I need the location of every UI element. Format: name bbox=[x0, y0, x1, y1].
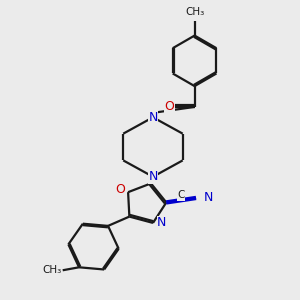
Text: CH₃: CH₃ bbox=[185, 7, 204, 17]
Text: O: O bbox=[116, 183, 126, 196]
Text: N: N bbox=[148, 170, 158, 183]
Text: N: N bbox=[203, 191, 213, 205]
Text: CH₃: CH₃ bbox=[43, 265, 62, 275]
Text: N: N bbox=[157, 216, 167, 230]
Text: C: C bbox=[178, 190, 185, 200]
Text: O: O bbox=[164, 100, 174, 113]
Text: N: N bbox=[148, 111, 158, 124]
